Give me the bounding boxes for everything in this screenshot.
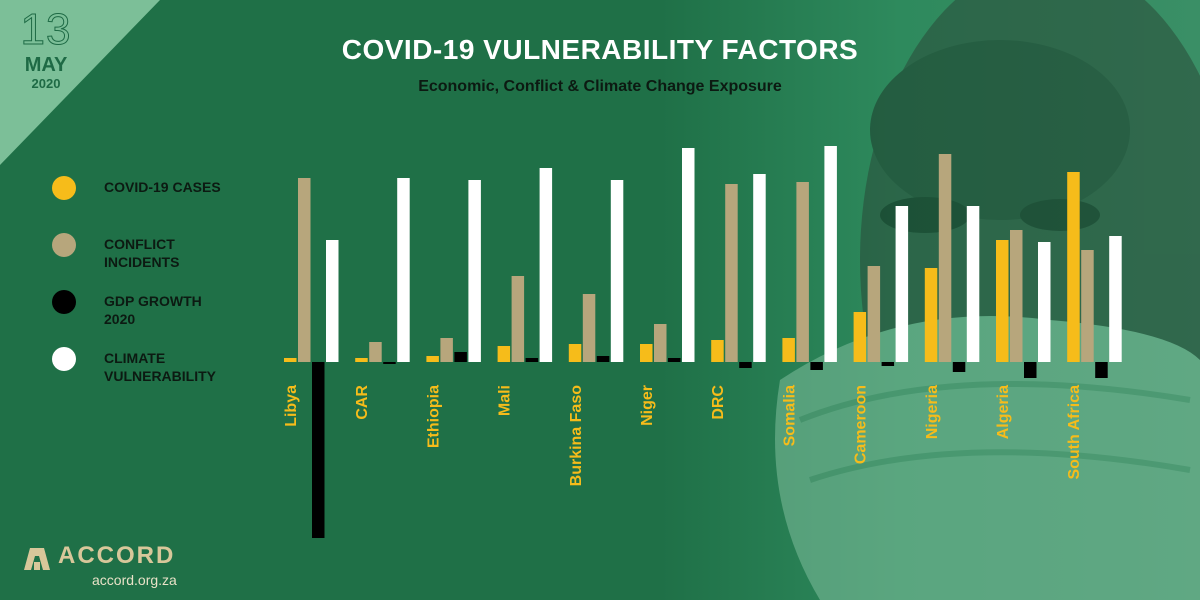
- bar-libya-climate-vulnerability: [326, 240, 339, 362]
- bar-south-africa-covid-cases: [1067, 172, 1080, 362]
- bar-somalia-climate-vulnerability: [824, 146, 837, 362]
- bar-libya-conflict-incidents: [298, 178, 311, 362]
- bar-mali-conflict-incidents: [511, 276, 525, 362]
- bar-nigeria-gdp-growth: [952, 362, 966, 372]
- bar-cameroon-covid-cases: [853, 312, 867, 362]
- category-label-burkina-faso: Burkina Faso: [568, 385, 585, 487]
- bar-burkina-faso-gdp-growth: [596, 356, 610, 362]
- legend-item-climate-vulnerability: CLIMATE VULNERABILITY: [52, 343, 262, 400]
- bar-drc-climate-vulnerability: [753, 174, 766, 362]
- bar-somalia-gdp-growth: [810, 362, 823, 370]
- bar-ethiopia-covid-cases: [426, 356, 439, 362]
- category-label-drc: DRC: [710, 385, 727, 420]
- bar-burkina-faso-climate-vulnerability: [610, 180, 624, 362]
- bar-ethiopia-gdp-growth: [454, 352, 467, 362]
- legend-label-gdp-growth: GDP GROWTH 2020: [104, 293, 202, 327]
- category-label-nigeria: Nigeria: [924, 385, 941, 439]
- bar-nigeria-covid-cases: [924, 268, 938, 362]
- bar-cameroon-conflict-incidents: [867, 266, 881, 362]
- bar-cameroon-gdp-growth: [881, 362, 895, 366]
- bar-algeria-conflict-incidents: [1010, 230, 1023, 362]
- bar-drc-conflict-incidents: [725, 184, 738, 362]
- category-label-south-africa: South Africa: [1066, 385, 1083, 480]
- bar-niger-climate-vulnerability: [682, 148, 695, 362]
- bar-mali-climate-vulnerability: [539, 168, 553, 362]
- legend: COVID-19 CASES CONFLICT INCIDENTS GDP GR…: [52, 172, 262, 400]
- category-label-algeria: Algeria: [995, 385, 1012, 439]
- bar-nigeria-conflict-incidents: [938, 154, 952, 362]
- bar-car-covid-cases: [355, 358, 368, 362]
- category-label-libya: Libya: [283, 385, 300, 427]
- legend-swatch-covid-cases: [52, 176, 79, 203]
- category-label-somalia: Somalia: [781, 385, 798, 446]
- legend-item-conflict-incidents: CONFLICT INCIDENTS: [52, 229, 262, 286]
- legend-item-gdp-growth: GDP GROWTH 2020: [52, 286, 262, 343]
- category-label-niger: Niger: [639, 385, 656, 426]
- legend-item-covid-cases: COVID-19 CASES: [52, 172, 262, 229]
- bar-mali-covid-cases: [497, 346, 511, 362]
- bar-drc-gdp-growth: [739, 362, 752, 368]
- accord-logo-text: ACCORD: [58, 542, 176, 569]
- bar-ethiopia-conflict-incidents: [440, 338, 453, 362]
- date-month: MAY: [24, 54, 68, 76]
- bar-burkina-faso-conflict-incidents: [582, 294, 596, 362]
- bar-mali-gdp-growth: [525, 358, 539, 362]
- bar-algeria-covid-cases: [996, 240, 1009, 362]
- legend-label-conflict-incidents: CONFLICT INCIDENTS: [104, 236, 180, 270]
- corner-panel: [0, 0, 160, 165]
- date-badge: 13 MAY 2020: [8, 5, 84, 92]
- bar-algeria-gdp-growth: [1024, 362, 1037, 378]
- bar-algeria-climate-vulnerability: [1038, 242, 1051, 362]
- chart-subtitle: Economic, Conflict & Climate Change Expo…: [418, 78, 782, 95]
- accord-url: accord.org.za: [92, 572, 177, 588]
- legend-label-covid-cases: COVID-19 CASES: [104, 179, 221, 195]
- date-year: 2020: [31, 76, 61, 91]
- bar-car-conflict-incidents: [369, 342, 382, 362]
- bar-niger-conflict-incidents: [654, 324, 667, 362]
- bar-somalia-covid-cases: [782, 338, 795, 362]
- chart-title: COVID-19 VULNERABILITY FACTORS: [341, 34, 859, 65]
- bar-somalia-conflict-incidents: [796, 182, 809, 362]
- bar-south-africa-conflict-incidents: [1081, 250, 1094, 362]
- bar-libya-gdp-growth: [312, 362, 325, 538]
- accord-logo-icon: [24, 548, 50, 570]
- bar-drc-covid-cases: [711, 340, 724, 362]
- bar-libya-covid-cases: [284, 358, 297, 362]
- bar-south-africa-gdp-growth: [1095, 362, 1108, 378]
- category-label-ethiopia: Ethiopia: [425, 385, 442, 448]
- bar-cameroon-climate-vulnerability: [895, 206, 909, 362]
- bar-nigeria-climate-vulnerability: [966, 206, 980, 362]
- bar-burkina-faso-covid-cases: [568, 344, 582, 362]
- legend-swatch-gdp-growth: [52, 290, 79, 317]
- bar-niger-covid-cases: [640, 344, 653, 362]
- date-day: 13: [20, 5, 72, 54]
- legend-label-climate-vulnerability: CLIMATE VULNERABILITY: [104, 350, 216, 384]
- category-label-mali: Mali: [497, 385, 514, 416]
- bar-car-climate-vulnerability: [397, 178, 410, 362]
- bar-niger-gdp-growth: [668, 358, 681, 362]
- category-label-car: CAR: [354, 385, 371, 420]
- bar-ethiopia-climate-vulnerability: [468, 180, 481, 362]
- bar-south-africa-climate-vulnerability: [1109, 236, 1122, 362]
- category-label-cameroon: Cameroon: [853, 385, 870, 464]
- bar-car-gdp-growth: [383, 362, 396, 364]
